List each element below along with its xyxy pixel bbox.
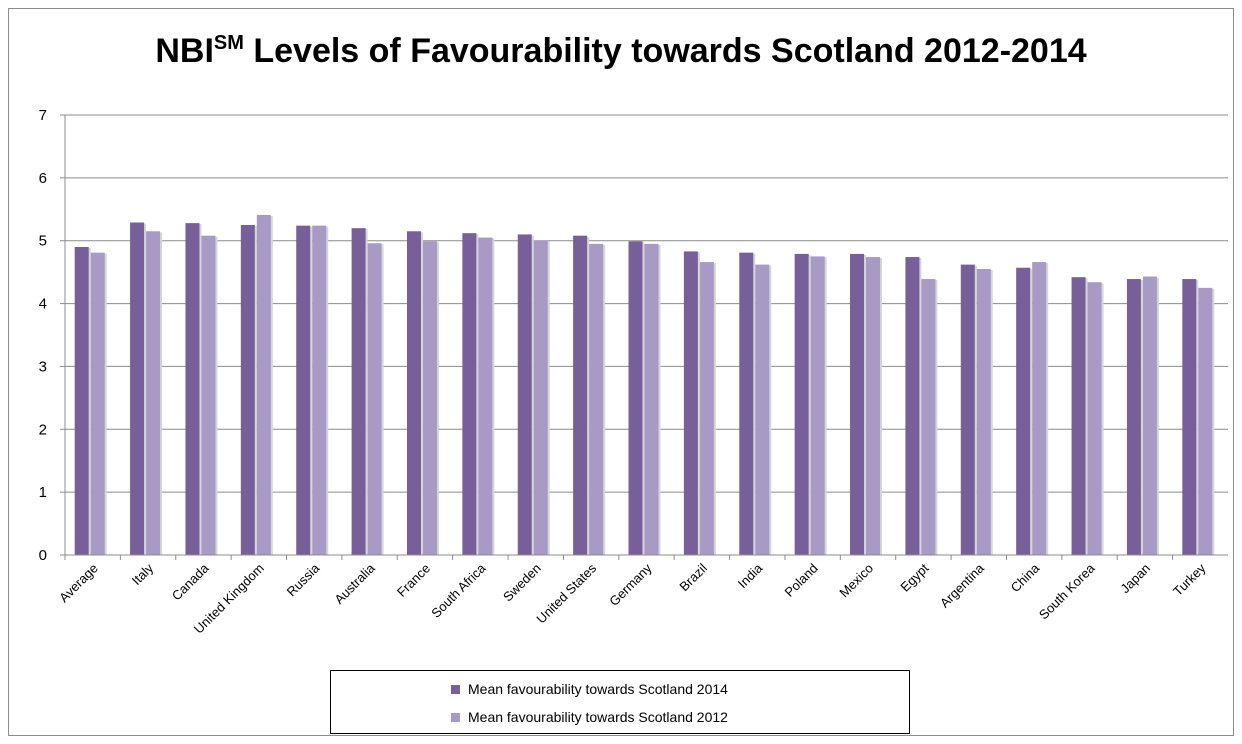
bar xyxy=(644,243,659,555)
x-tick-label: South Africa xyxy=(428,560,489,621)
bar xyxy=(1126,279,1141,555)
bar xyxy=(976,269,991,555)
title-superscript: SM xyxy=(213,32,244,54)
legend-swatch-2012 xyxy=(451,712,460,722)
bar xyxy=(478,237,493,556)
bar xyxy=(1182,279,1197,555)
x-tick-label: Poland xyxy=(782,561,821,600)
bar xyxy=(185,223,200,555)
legend-label-2012: Mean favourability towards Scotland 2012 xyxy=(468,709,728,725)
bar xyxy=(240,225,255,555)
bar xyxy=(794,253,809,555)
y-tick-label: 6 xyxy=(39,170,47,187)
bar xyxy=(573,235,588,555)
bar xyxy=(74,247,89,555)
bar xyxy=(739,252,754,555)
bar xyxy=(256,214,271,555)
legend-swatch-2014 xyxy=(451,684,460,694)
x-tick-label: India xyxy=(735,560,766,591)
x-tick-label: Japan xyxy=(1117,561,1153,597)
bar xyxy=(533,240,548,555)
bar xyxy=(1032,262,1047,555)
x-tick-label: Australia xyxy=(331,560,378,607)
bar xyxy=(1142,276,1157,555)
x-tick-label: Egypt xyxy=(897,560,931,594)
bar xyxy=(755,264,770,555)
bar xyxy=(146,231,161,556)
bar xyxy=(406,231,421,556)
bar xyxy=(1087,282,1102,555)
bar xyxy=(517,234,532,555)
x-tick-label: Germany xyxy=(606,560,655,609)
x-tick-label: Canada xyxy=(169,560,212,603)
legend-item-2012: Mean favourability towards Scotland 2012 xyxy=(451,707,728,727)
x-tick-label: Russia xyxy=(284,560,323,599)
bar xyxy=(201,235,216,555)
bar xyxy=(628,241,643,556)
bar xyxy=(462,233,477,555)
bar xyxy=(960,264,975,555)
bar xyxy=(422,241,437,556)
x-tick-label: Mexico xyxy=(836,561,876,601)
x-tick-label: Italy xyxy=(129,560,157,588)
bar xyxy=(351,228,366,555)
bar xyxy=(810,256,825,555)
bar xyxy=(905,257,920,555)
bar xyxy=(683,251,698,555)
x-tick-label: Brazil xyxy=(676,560,710,594)
bar xyxy=(90,252,105,555)
bar xyxy=(1071,277,1086,555)
legend-item-2014: Mean favourability towards Scotland 2014 xyxy=(451,679,728,699)
title-main: NBI xyxy=(155,32,214,70)
x-tick-label: Average xyxy=(56,561,101,606)
title-rest: Levels of Favourability towards Scotland… xyxy=(243,32,1087,70)
x-tick-label: Argentina xyxy=(937,560,988,611)
x-tick-label: United States xyxy=(533,560,599,626)
bar xyxy=(1016,267,1031,555)
chart-title: NBISM Levels of Favourability towards Sc… xyxy=(0,32,1242,71)
y-tick-label: 2 xyxy=(39,421,47,438)
y-tick-label: 5 xyxy=(39,233,47,250)
bar xyxy=(1198,287,1213,555)
x-tick-label: Turkey xyxy=(1170,560,1209,599)
x-tick-label: South Korea xyxy=(1036,560,1098,622)
bar xyxy=(367,243,382,555)
bar xyxy=(296,225,311,555)
y-tick-label: 7 xyxy=(39,107,47,124)
bar xyxy=(699,262,714,555)
bar xyxy=(589,243,604,555)
x-tick-label: China xyxy=(1008,560,1043,595)
y-tick-label: 4 xyxy=(39,296,47,313)
bar xyxy=(130,222,145,555)
bar xyxy=(312,225,327,555)
x-tick-label: France xyxy=(394,561,433,600)
x-tick-label: Sweden xyxy=(500,561,544,605)
legend: Mean favourability towards Scotland 2014… xyxy=(330,670,910,734)
bar xyxy=(921,279,936,555)
bar xyxy=(850,253,865,555)
legend-label-2014: Mean favourability towards Scotland 2014 xyxy=(468,681,728,697)
y-tick-label: 1 xyxy=(39,484,47,501)
bar xyxy=(866,257,881,555)
y-tick-label: 3 xyxy=(39,358,47,375)
y-tick-label: 0 xyxy=(39,547,47,564)
